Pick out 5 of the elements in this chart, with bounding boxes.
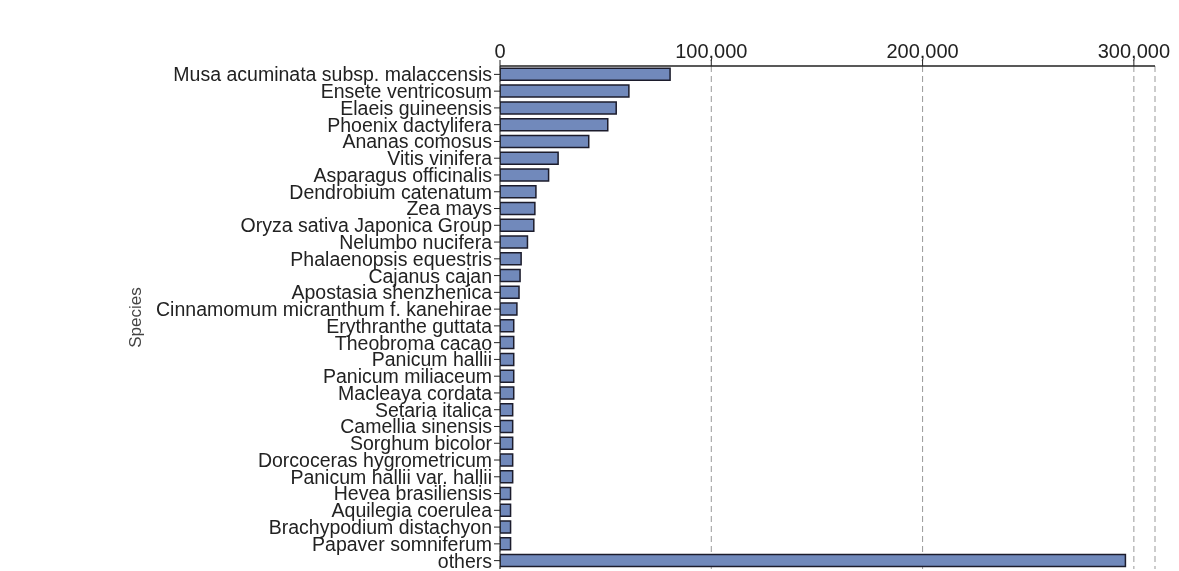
x-tick-label: 200,000 [886, 40, 959, 62]
x-tick-label: 300,000 [1097, 40, 1171, 62]
x-tick-label: 100,000 [675, 40, 748, 62]
y-axis-title: Species [126, 287, 146, 348]
x-tick-label: 0 [494, 40, 506, 62]
